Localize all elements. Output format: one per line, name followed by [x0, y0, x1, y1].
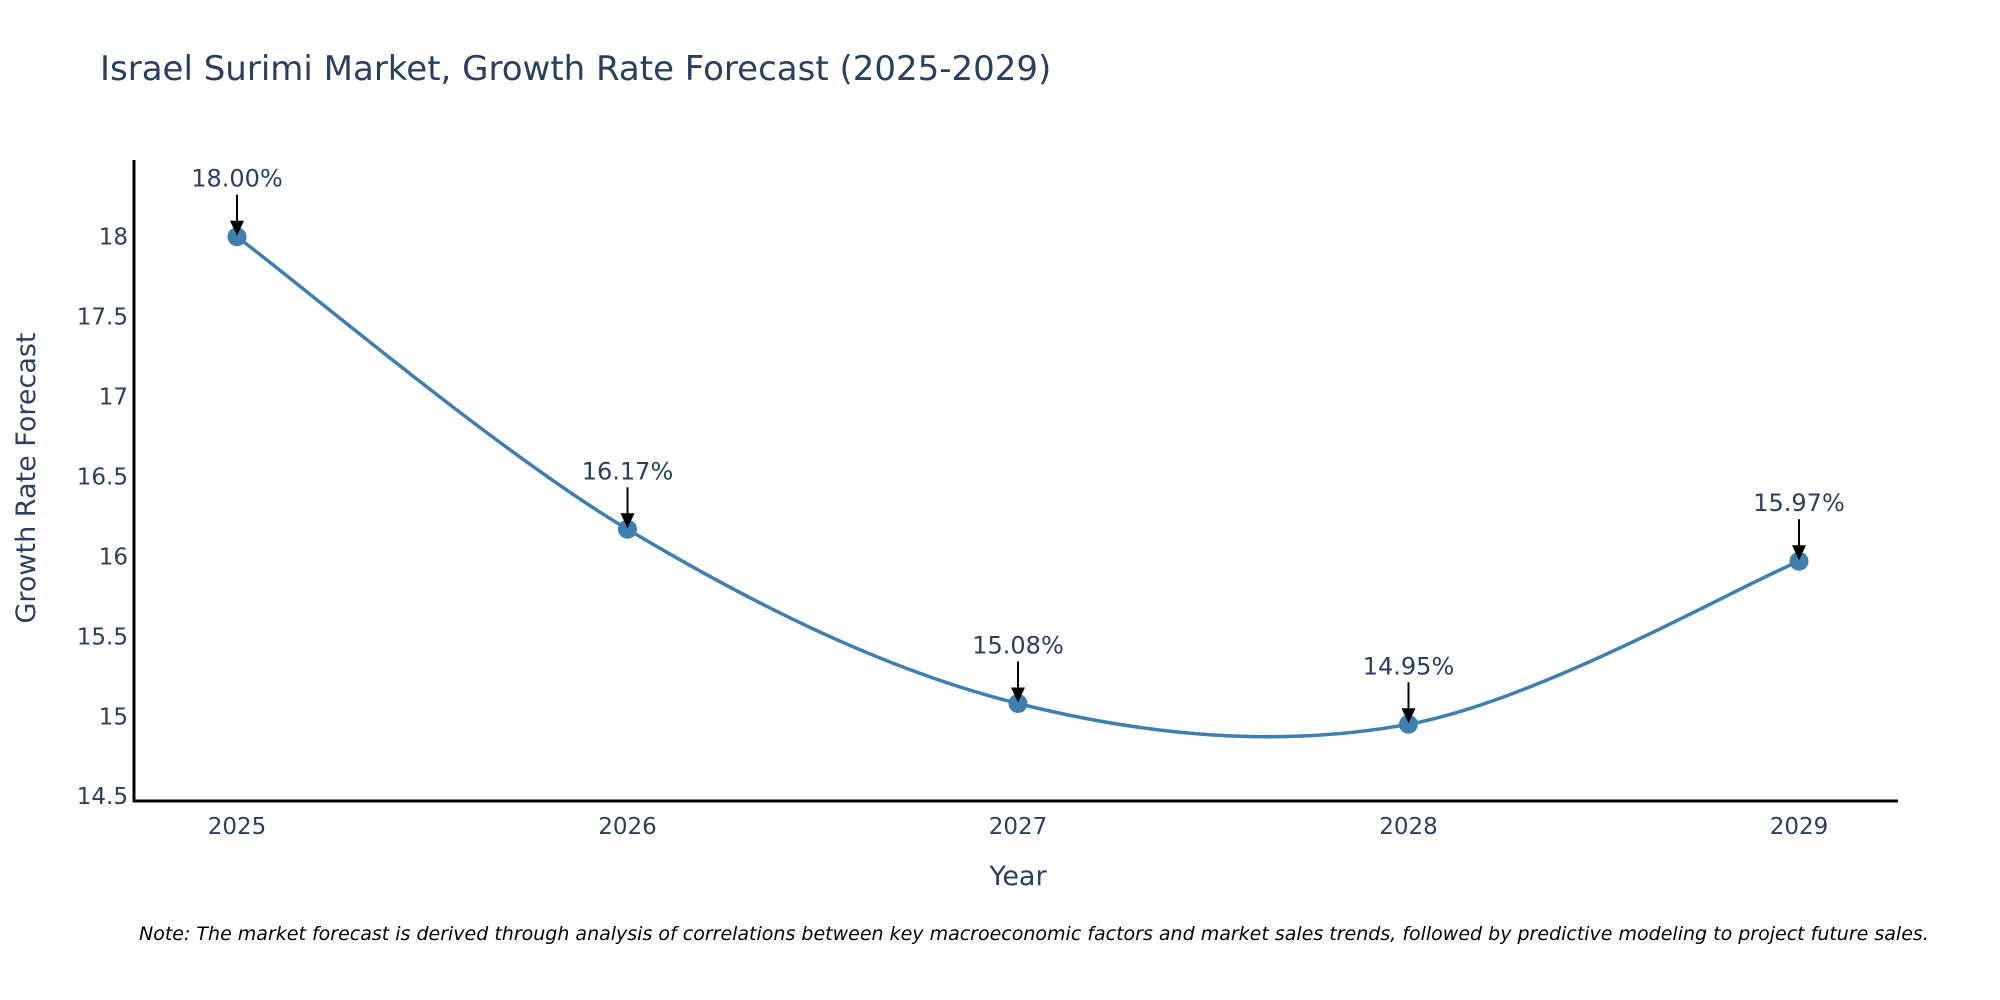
y-tick-label: 18: [99, 225, 128, 251]
data-label: 14.95%: [1363, 652, 1455, 680]
data-point: [1399, 714, 1418, 734]
chart-title: Israel Surimi Market, Growth Rate Foreca…: [100, 49, 1051, 89]
data-point: [227, 227, 247, 247]
y-tick-label: 15: [99, 704, 128, 730]
x-tick-label: 2027: [989, 814, 1048, 840]
x-tick-label: 2029: [1770, 814, 1829, 840]
data-point: [1789, 551, 1809, 571]
y-tick-label: 17: [99, 385, 128, 411]
footnote: Note: The market forecast is derived thr…: [139, 923, 1929, 945]
x-axis-ticks: 2025 2026 2027 2028 2029: [208, 814, 1829, 840]
x-axis-title: Year: [988, 861, 1047, 892]
data-annotations: 18.00% 16.17% 15.08% 14.95% 15.97%: [191, 165, 1845, 724]
y-tick-label: 15.5: [77, 624, 128, 650]
data-point: [618, 519, 637, 539]
y-axis-ticks: 14.5 15 15.5 16 16.5 17 17.5 18: [77, 225, 128, 810]
annotation-arrow-head: [1792, 545, 1806, 561]
annotation-arrow-head: [1011, 687, 1025, 703]
annotation-arrow-head: [230, 220, 244, 236]
y-tick-label: 17.5: [77, 305, 128, 331]
annotation-arrow-head: [620, 513, 635, 529]
series-markers: [227, 227, 1809, 734]
data-label: 18.00%: [191, 165, 283, 193]
y-tick-label: 14.5: [77, 784, 128, 810]
x-tick-label: 2025: [208, 814, 267, 840]
data-point: [1008, 693, 1028, 713]
y-tick-label: 16: [99, 544, 128, 570]
annotation-arrow-head: [1401, 708, 1416, 724]
data-label: 15.97%: [1753, 489, 1845, 517]
y-axis-title: Growth Rate Forecast: [11, 332, 42, 623]
data-label: 15.08%: [972, 631, 1064, 659]
y-tick-label: 16.5: [77, 465, 128, 491]
x-tick-label: 2028: [1379, 814, 1438, 840]
x-tick-label: 2026: [598, 814, 657, 840]
data-label: 16.17%: [582, 457, 674, 485]
series-line: [235, 235, 1800, 739]
